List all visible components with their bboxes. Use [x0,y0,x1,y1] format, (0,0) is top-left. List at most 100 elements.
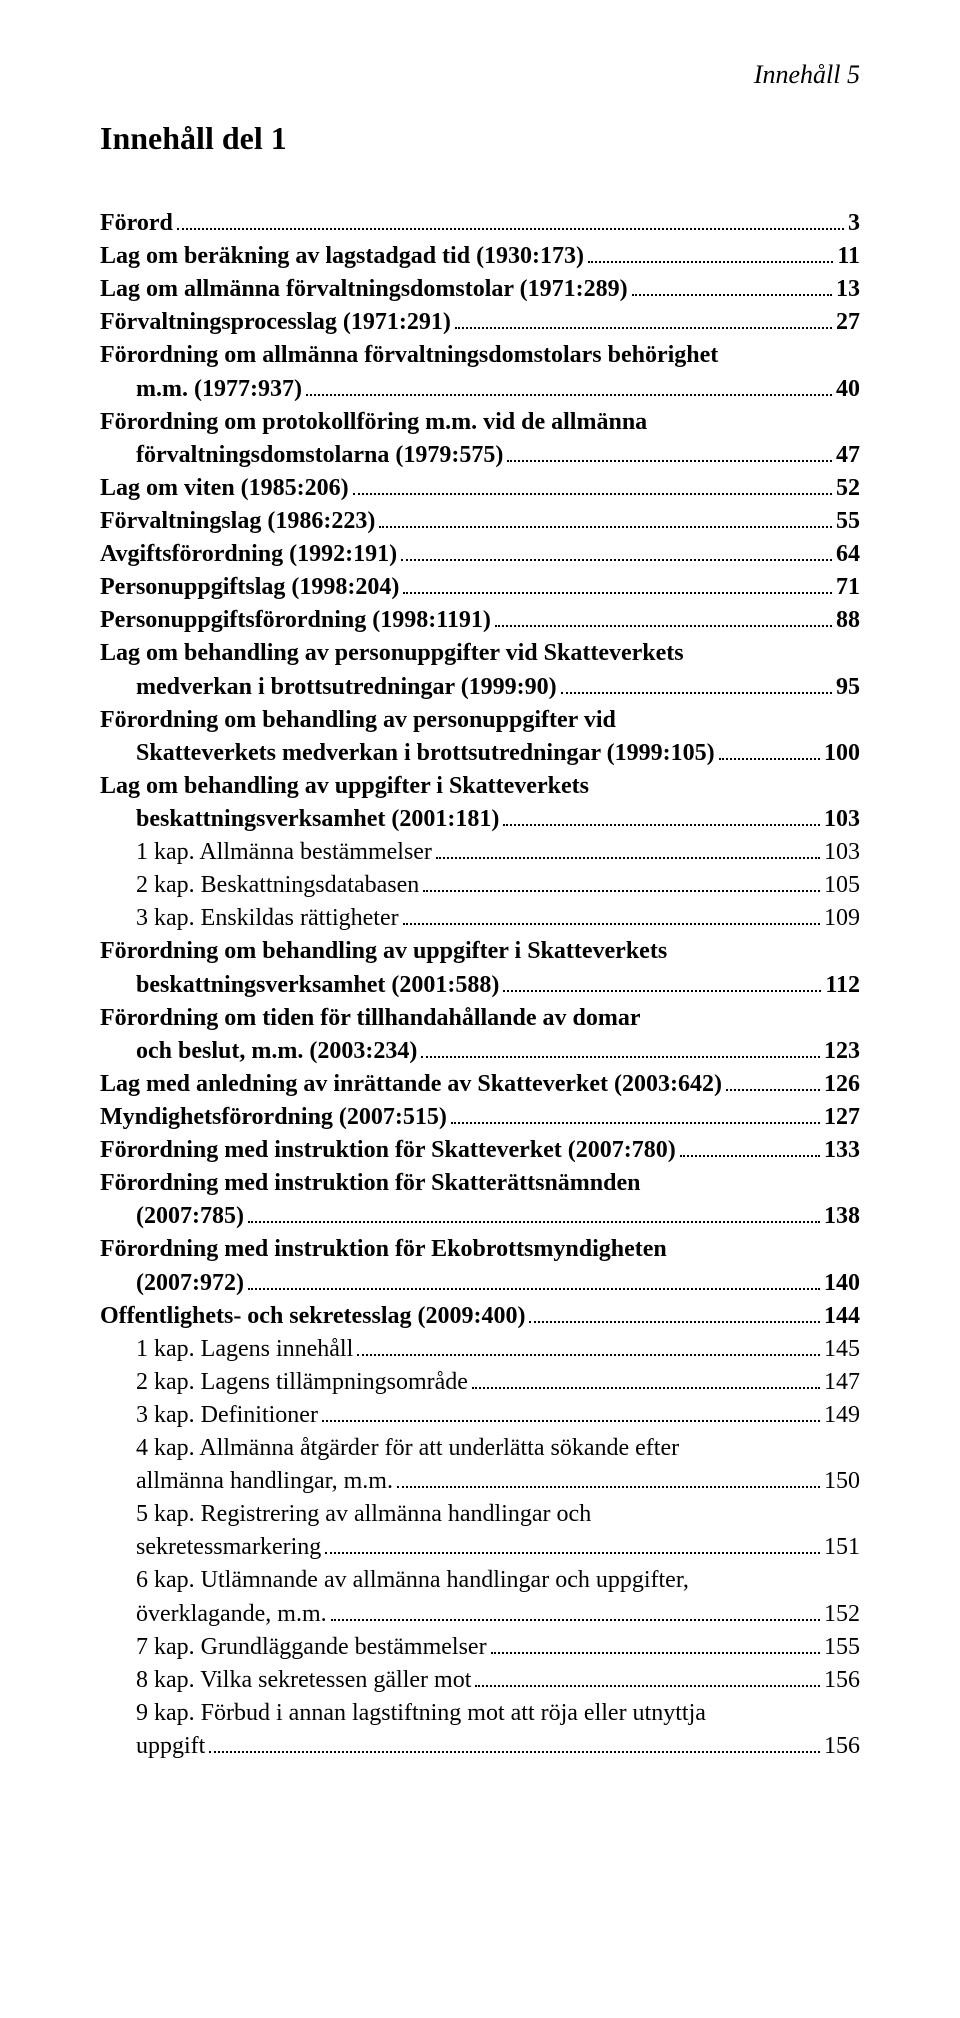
toc-leader-dots [561,672,832,694]
toc-entry: 5 kap. Registrering av allmänna handling… [100,1498,860,1564]
toc-label-line: Lag om behandling av uppgifter i Skattev… [100,770,860,803]
toc-entry: 2 kap. Lagens tillämpningsområde147 [100,1366,860,1399]
toc-leader-dots [680,1135,820,1157]
toc-label: Offentlighets- och sekretesslag (2009:40… [100,1300,525,1333]
toc-label: Avgiftsförordning (1992:191) [100,538,397,571]
toc-page-number: 13 [836,273,860,306]
toc-leader-dots [325,1533,820,1555]
toc-page-number: 64 [836,538,860,571]
toc-label: Skatteverkets medverkan i brottsutrednin… [136,737,715,770]
toc-leader-dots [379,506,832,528]
toc-entry: Personuppgiftsförordning (1998:1191)88 [100,604,860,637]
toc-label: medverkan i brottsutredningar (1999:90) [136,671,557,704]
toc-leader-dots [248,1202,820,1224]
toc-entry: Förordning med instruktion för Skatterät… [100,1167,860,1233]
toc-label-line: 6 kap. Utlämnande av allmänna handlingar… [100,1564,860,1597]
toc-page-number: 109 [824,902,860,935]
toc-page-number: 71 [836,571,860,604]
toc-entry: Förordning om allmänna förvaltningsdomst… [100,339,860,405]
toc-page-number: 105 [824,869,860,902]
toc-entry: Lag med anledning av inrättande av Skatt… [100,1068,860,1101]
toc-page-number: 151 [824,1531,860,1564]
toc-entry: Myndighetsförordning (2007:515)127 [100,1101,860,1134]
toc-leader-dots [719,738,820,760]
toc-label-line: Förordning om allmänna förvaltningsdomst… [100,339,860,372]
toc-entry: Offentlighets- och sekretesslag (2009:40… [100,1300,860,1333]
toc-page-number: 156 [824,1730,860,1763]
toc-label-line: 9 kap. Förbud i annan lagstiftning mot a… [100,1697,860,1730]
toc-label: Förvaltningsprocesslag (1971:291) [100,306,451,339]
toc-entry: Förvaltningsprocesslag (1971:291)27 [100,306,860,339]
page-title: Innehåll del 1 [100,120,860,157]
toc-leader-dots [495,606,832,628]
toc-page-number: 155 [824,1631,860,1664]
toc-entry: Förordning om behandling av personuppgif… [100,704,860,770]
toc-label: 8 kap. Vilka sekretessen gäller mot [136,1664,471,1697]
toc-label: Personuppgiftsförordning (1998:1191) [100,604,491,637]
toc-label: 7 kap. Grundläggande bestämmelser [136,1631,487,1664]
toc-leader-dots [177,208,844,230]
toc-page-number: 11 [837,240,860,273]
toc-page-number: 133 [824,1134,860,1167]
toc-entry: Lag om allmänna förvaltningsdomstolar (1… [100,273,860,306]
toc-entry: 7 kap. Grundläggande bestämmelser 155 [100,1631,860,1664]
toc-entry: 2 kap. Beskattningsdatabasen 105 [100,869,860,902]
toc-leader-dots [209,1731,820,1753]
toc-leader-dots [353,473,832,495]
toc-leader-dots [588,242,833,264]
toc-label: beskattningsverksamhet (2001:588) [136,969,499,1002]
toc-page-number: 55 [836,505,860,538]
toc-page-number: 156 [824,1664,860,1697]
toc-entry: Förordning om protokollföring m.m. vid d… [100,406,860,472]
toc-entry: Förordning om tiden för tillhandahålland… [100,1002,860,1068]
toc-leader-dots [726,1069,820,1091]
toc-page-number: 127 [824,1101,860,1134]
toc-label: Lag om viten (1985:206) [100,472,349,505]
toc-page-number: 123 [824,1035,860,1068]
toc-page-number: 152 [824,1598,860,1631]
toc-leader-dots [397,1467,820,1489]
toc-label: Förord [100,207,173,240]
toc-label-line: Förordning om behandling av personuppgif… [100,704,860,737]
toc-leader-dots [423,871,820,893]
toc-page-number: 103 [824,803,860,836]
toc-label: 3 kap. Definitioner [136,1399,318,1432]
toc-page-number: 95 [836,671,860,704]
toc-entry: 1 kap. Allmänna bestämmelser 103 [100,836,860,869]
toc-entry: Lag om behandling av uppgifter i Skattev… [100,770,860,836]
toc-label: (2007:785) [136,1200,244,1233]
toc-page-number: 100 [824,737,860,770]
toc-entry: 1 kap. Lagens innehåll145 [100,1333,860,1366]
toc-page-number: 40 [836,373,860,406]
toc-page-number: 3 [848,207,860,240]
toc-leader-dots [421,1036,820,1058]
toc-page-number: 103 [824,836,860,869]
toc-label: 1 kap. Allmänna bestämmelser [136,836,432,869]
toc-leader-dots [503,804,820,826]
toc-page-number: 150 [824,1465,860,1498]
toc-entry: Personuppgiftslag (1998:204) 71 [100,571,860,604]
toc-label-line: Förordning med instruktion för Ekobrotts… [100,1233,860,1266]
toc-leader-dots [507,440,832,462]
toc-label: Förordning med instruktion för Skattever… [100,1134,676,1167]
toc-page-number: 126 [824,1068,860,1101]
toc-entry: Förordning med instruktion för Ekobrotts… [100,1233,860,1299]
toc-label: allmänna handlingar, m.m. [136,1465,393,1498]
toc-label: och beslut, m.m. (2003:234) [136,1035,417,1068]
toc-label: Personuppgiftslag (1998:204) [100,571,399,604]
toc-page-number: 52 [836,472,860,505]
toc-label: Lag om allmänna förvaltningsdomstolar (1… [100,273,628,306]
toc-page-number: 145 [824,1333,860,1366]
toc-page-number: 47 [836,439,860,472]
toc-entry: Förordning om behandling av uppgifter i … [100,935,860,1001]
toc-entry: Förord 3 [100,207,860,240]
table-of-contents: Förord3Lag om beräkning av lagstadgad ti… [100,207,860,1763]
toc-leader-dots [331,1599,820,1621]
toc-label: 2 kap. Beskattningsdatabasen [136,869,419,902]
toc-leader-dots [306,374,832,396]
toc-entry: Förvaltningslag (1986:223)55 [100,505,860,538]
toc-entry: Avgiftsförordning (1992:191) 64 [100,538,860,571]
toc-leader-dots [529,1301,820,1323]
toc-page-number: 112 [825,969,860,1002]
toc-label-line: Förordning om tiden för tillhandahålland… [100,1002,860,1035]
